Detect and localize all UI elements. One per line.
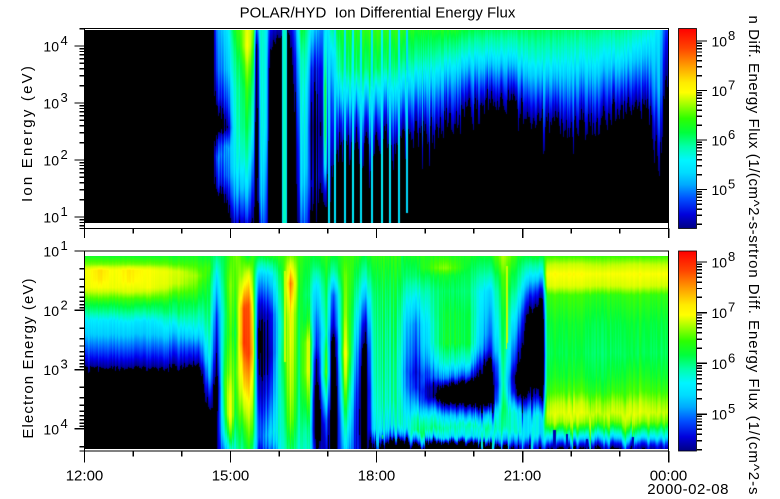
svg-text:10: 10 (43, 153, 59, 169)
svg-text:5: 5 (728, 401, 735, 416)
svg-text:10: 10 (712, 182, 728, 198)
svg-text:21:00: 21:00 (504, 468, 542, 485)
svg-text:4: 4 (61, 416, 68, 431)
svg-text:12:00: 12:00 (66, 468, 104, 485)
svg-text:2: 2 (61, 297, 68, 312)
svg-text:10: 10 (43, 421, 59, 437)
svg-text:7: 7 (728, 300, 735, 315)
svg-text:10: 10 (712, 305, 728, 321)
svg-text:2000-02-08: 2000-02-08 (647, 481, 729, 498)
svg-text:10: 10 (43, 303, 59, 319)
svg-text:10: 10 (43, 244, 59, 260)
svg-text:5: 5 (728, 177, 735, 192)
svg-text:10: 10 (712, 133, 728, 149)
svg-text:Ion Energy (eV): Ion Energy (eV) (19, 64, 36, 202)
svg-text:18:00: 18:00 (358, 468, 396, 485)
svg-text:4: 4 (61, 33, 68, 48)
svg-text:POLAR/HYD Ion Differential En: POLAR/HYD Ion Differential Energy Flux (240, 5, 516, 22)
svg-text:7: 7 (728, 78, 735, 93)
svg-text:tron Diff. Energy Flux (1/(cm^: tron Diff. Energy Flux (1/(cm^2-s (745, 249, 762, 496)
svg-text:10: 10 (712, 356, 728, 372)
svg-text:6: 6 (728, 127, 735, 142)
svg-text:10: 10 (712, 255, 728, 271)
svg-text:1: 1 (61, 204, 68, 219)
svg-text:10: 10 (712, 83, 728, 99)
svg-text:2: 2 (61, 147, 68, 162)
svg-text:8: 8 (728, 28, 735, 43)
svg-text:10: 10 (43, 96, 59, 112)
svg-text:10: 10 (43, 210, 59, 226)
svg-text:10: 10 (43, 39, 59, 55)
svg-text:10: 10 (712, 34, 728, 50)
svg-text:1: 1 (61, 238, 68, 253)
svg-text:Electron Energy (eV): Electron Energy (eV) (20, 277, 37, 438)
svg-text:10: 10 (43, 362, 59, 378)
svg-text:3: 3 (61, 357, 68, 372)
svg-text:3: 3 (61, 90, 68, 105)
svg-text:00:00: 00:00 (650, 468, 688, 485)
svg-text:10: 10 (712, 407, 728, 423)
svg-text:n Diff. Energy Flux (1/(cm^2-s: n Diff. Energy Flux (1/(cm^2-s-sr (745, 16, 762, 249)
svg-text:8: 8 (728, 249, 735, 264)
svg-text:15:00: 15:00 (212, 468, 250, 485)
svg-text:6: 6 (728, 350, 735, 365)
